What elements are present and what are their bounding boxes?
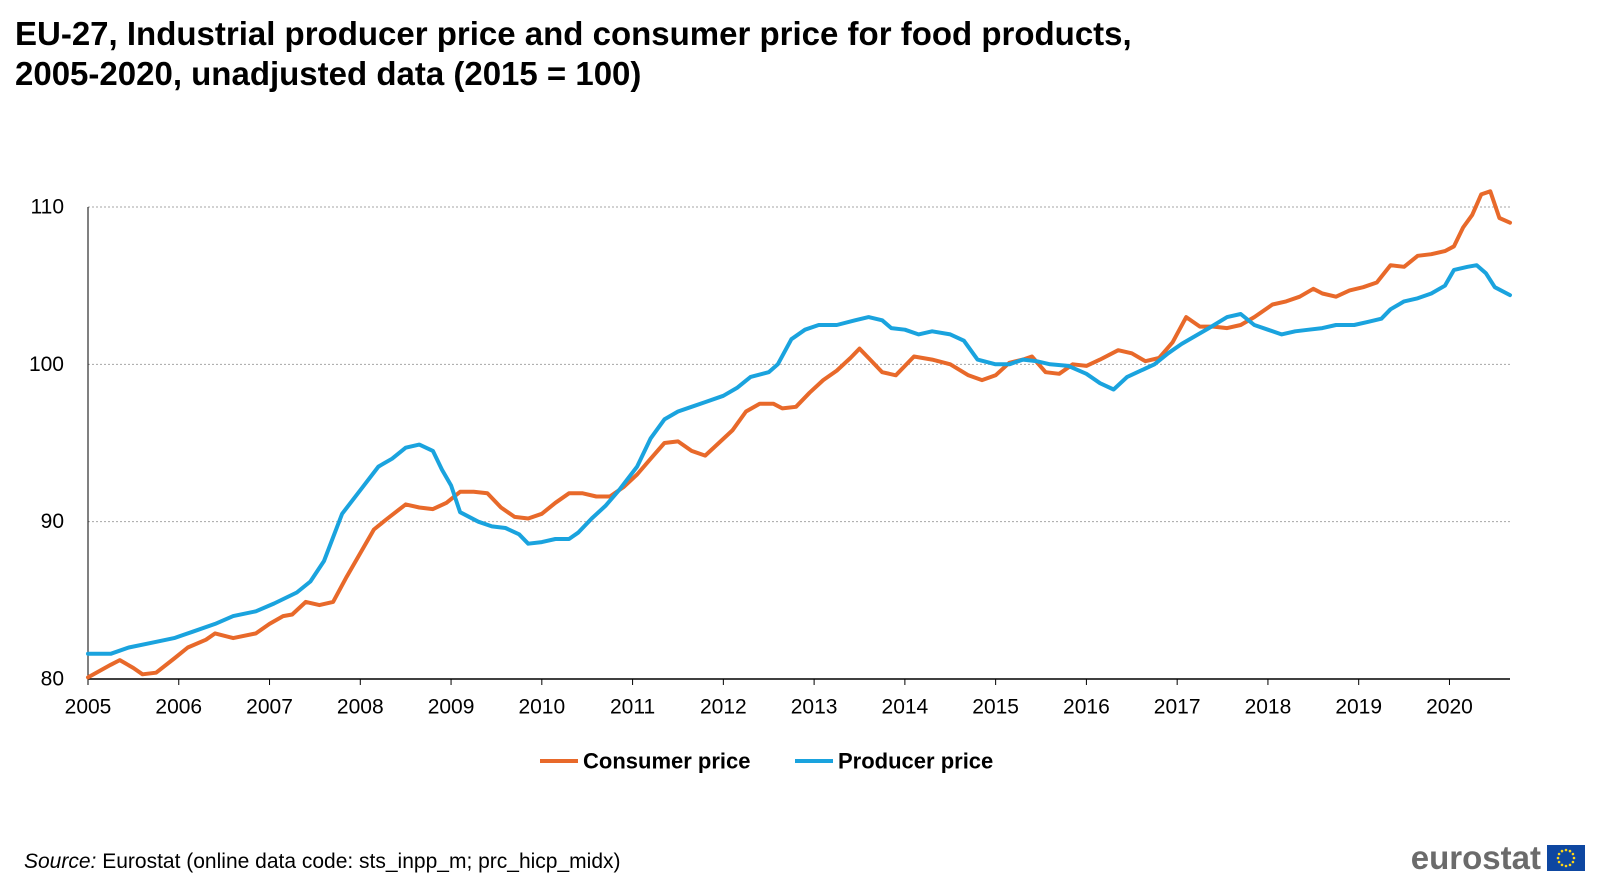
source-note: Source: Eurostat (online data code: sts_… <box>24 850 621 874</box>
y-tick-label-90: 90 <box>41 510 64 533</box>
x-tick-label-2007: 2007 <box>246 696 293 719</box>
chart-title-line-2: 2005-2020, unadjusted data (2015 = 100) <box>15 55 642 92</box>
gridlines <box>88 206 1510 523</box>
series-line-producer-price <box>86 263 1512 656</box>
axes: 80 90 100 110 2005 2006 2007 2008 2009 2010 2011 20… <box>29 196 1510 719</box>
flag-star <box>1568 863 1572 867</box>
flag-star <box>1556 856 1560 860</box>
x-tick-label-2006: 2006 <box>155 696 202 719</box>
chart-title-line-1: EU-27, Industrial producer price and con… <box>15 15 1132 52</box>
legend: Consumer price Producer price <box>540 749 993 774</box>
flag-star <box>1560 849 1564 853</box>
x-tick-label-2012: 2012 <box>700 696 747 719</box>
x-tick-label-2011: 2011 <box>610 696 655 719</box>
x-tick-label-2005: 2005 <box>65 696 112 719</box>
legend-label-consumer-price: Consumer price <box>583 749 751 774</box>
x-tick-label-2013: 2013 <box>791 696 838 719</box>
chart-title: EU-27, Industrial producer price and con… <box>15 14 1132 94</box>
source-text: Eurostat (online data code: sts_inpp_m; … <box>102 850 621 873</box>
x-tick-label-2016: 2016 <box>1063 696 1110 719</box>
series-line-consumer-price <box>86 189 1512 680</box>
flag-star <box>1557 852 1561 856</box>
x-tick-label-2018: 2018 <box>1245 696 1292 719</box>
x-tick-label-2010: 2010 <box>518 696 565 719</box>
series-lines <box>86 189 1512 680</box>
y-tick-label-100: 100 <box>29 353 64 376</box>
flag-star <box>1560 863 1564 867</box>
x-tick-label-2014: 2014 <box>882 696 929 719</box>
legend-label-producer-price: Producer price <box>838 749 993 774</box>
x-tick-label-2008: 2008 <box>337 696 384 719</box>
y-tick-label-80: 80 <box>41 668 64 691</box>
source-label: Source: <box>24 850 97 873</box>
x-tick-label-2017: 2017 <box>1154 696 1201 719</box>
flag-star <box>1564 848 1568 852</box>
eu-flag-icon <box>1547 845 1585 871</box>
x-tick-label-2019: 2019 <box>1335 696 1382 719</box>
x-tick-label-2015: 2015 <box>972 696 1019 719</box>
flag-star <box>1568 849 1572 853</box>
x-tick-label-2020: 2020 <box>1426 696 1473 719</box>
flag-star <box>1571 852 1575 856</box>
y-tick-label-110: 110 <box>31 196 64 219</box>
flag-star <box>1557 860 1561 864</box>
eurostat-logo: eurostat <box>1411 838 1585 878</box>
flag-star <box>1564 864 1568 868</box>
x-tick-label-2009: 2009 <box>428 696 475 719</box>
flag-star <box>1572 856 1576 860</box>
logo-wordmark: eurostat <box>1410 839 1541 876</box>
flag-star <box>1571 860 1575 864</box>
